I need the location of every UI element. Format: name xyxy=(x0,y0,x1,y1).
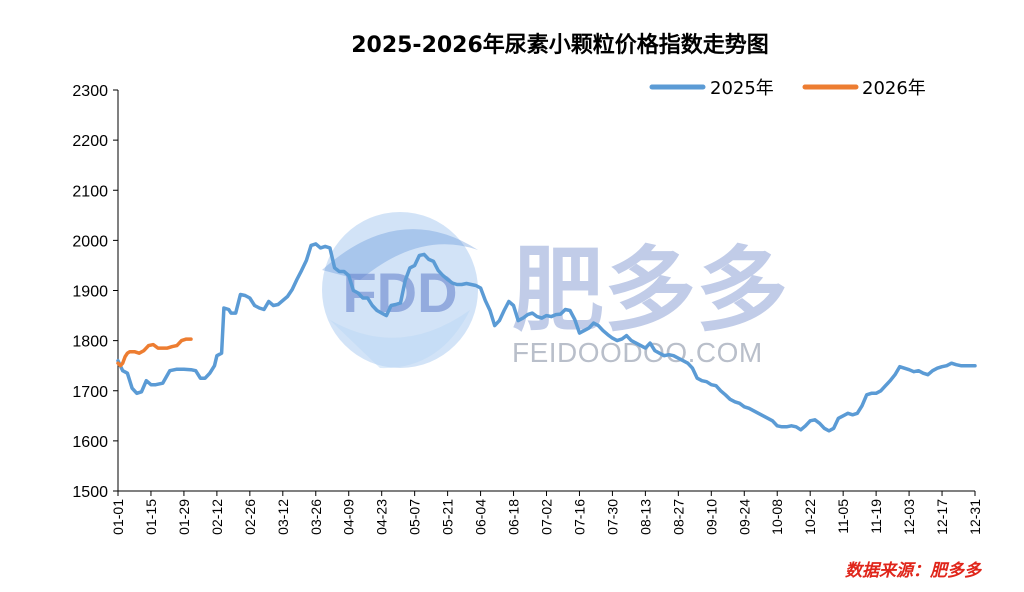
series-line-2026 xyxy=(116,337,193,368)
x-tick-label: 09-10 xyxy=(703,499,719,535)
x-tick-label: 01-01 xyxy=(110,499,126,535)
series-line-2025 xyxy=(116,242,977,433)
y-tick-label: 1800 xyxy=(72,334,108,351)
x-tick-label: 04-09 xyxy=(341,499,357,535)
x-tick-label: 01-15 xyxy=(143,499,159,535)
y-axis: 1500 1600 1700 1800 1900 2000 2100 2200 2300 xyxy=(72,83,119,501)
x-tick-label: 01-29 xyxy=(176,499,192,535)
source-note: 数据来源：肥多多 xyxy=(845,561,983,581)
legend-label-2026: 2026年 xyxy=(862,78,926,99)
x-tick-label: 05-21 xyxy=(440,499,456,535)
chart-title: 2025-2026年尿素小颗粒价格指数走势图 xyxy=(351,32,769,58)
series-layer xyxy=(116,242,977,433)
x-tick-label: 02-26 xyxy=(242,499,258,535)
x-tick-label: 11-19 xyxy=(868,499,884,534)
x-tick-label: 10-08 xyxy=(769,499,785,535)
x-tick-label: 12-03 xyxy=(901,499,917,535)
x-tick-label: 07-02 xyxy=(539,499,555,535)
x-tick-label: 10-22 xyxy=(802,499,818,535)
x-axis: 01-01 01-15 01-29 02-12 02-26 03-12 03-26 04-09… xyxy=(110,490,983,535)
watermark: FDD 肥多多 FEIDOODOO.COM xyxy=(322,212,788,369)
watermark-domain: FEIDOODOO.COM xyxy=(512,337,763,368)
x-tick-label: 07-16 xyxy=(571,499,587,535)
x-tick-label: 12-31 xyxy=(967,499,983,535)
watermark-logo-icon: FDD xyxy=(322,212,478,369)
y-tick-label: 1700 xyxy=(72,384,108,401)
x-tick-label: 05-07 xyxy=(407,499,423,535)
x-tick-label: 06-18 xyxy=(506,499,522,535)
x-tick-label: 06-04 xyxy=(473,499,489,535)
x-tick-label: 03-12 xyxy=(275,499,291,535)
x-tick-label: 09-24 xyxy=(736,499,752,535)
y-tick-label: 1600 xyxy=(72,434,108,451)
y-tick-label: 2100 xyxy=(72,183,108,200)
y-tick-label: 1500 xyxy=(72,484,108,501)
x-tick-label: 03-26 xyxy=(308,499,324,535)
y-tick-label: 1900 xyxy=(72,284,108,301)
legend-label-2025: 2025年 xyxy=(710,78,774,99)
y-tick-label: 2000 xyxy=(72,233,108,250)
x-tick-label: 08-13 xyxy=(637,499,653,535)
x-tick-label: 02-12 xyxy=(209,499,225,535)
legend: 2025年 2026年 xyxy=(649,78,926,99)
watermark-brand-cn: 肥多多 xyxy=(512,237,788,344)
x-tick-label: 08-27 xyxy=(670,499,686,535)
x-tick-label: 04-23 xyxy=(374,499,390,535)
x-tick-label: 12-17 xyxy=(934,499,950,535)
x-tick-label: 11-05 xyxy=(835,499,851,534)
y-tick-label: 2300 xyxy=(72,83,108,100)
y-tick-label: 2200 xyxy=(72,133,108,150)
x-tick-label: 07-30 xyxy=(604,499,620,535)
